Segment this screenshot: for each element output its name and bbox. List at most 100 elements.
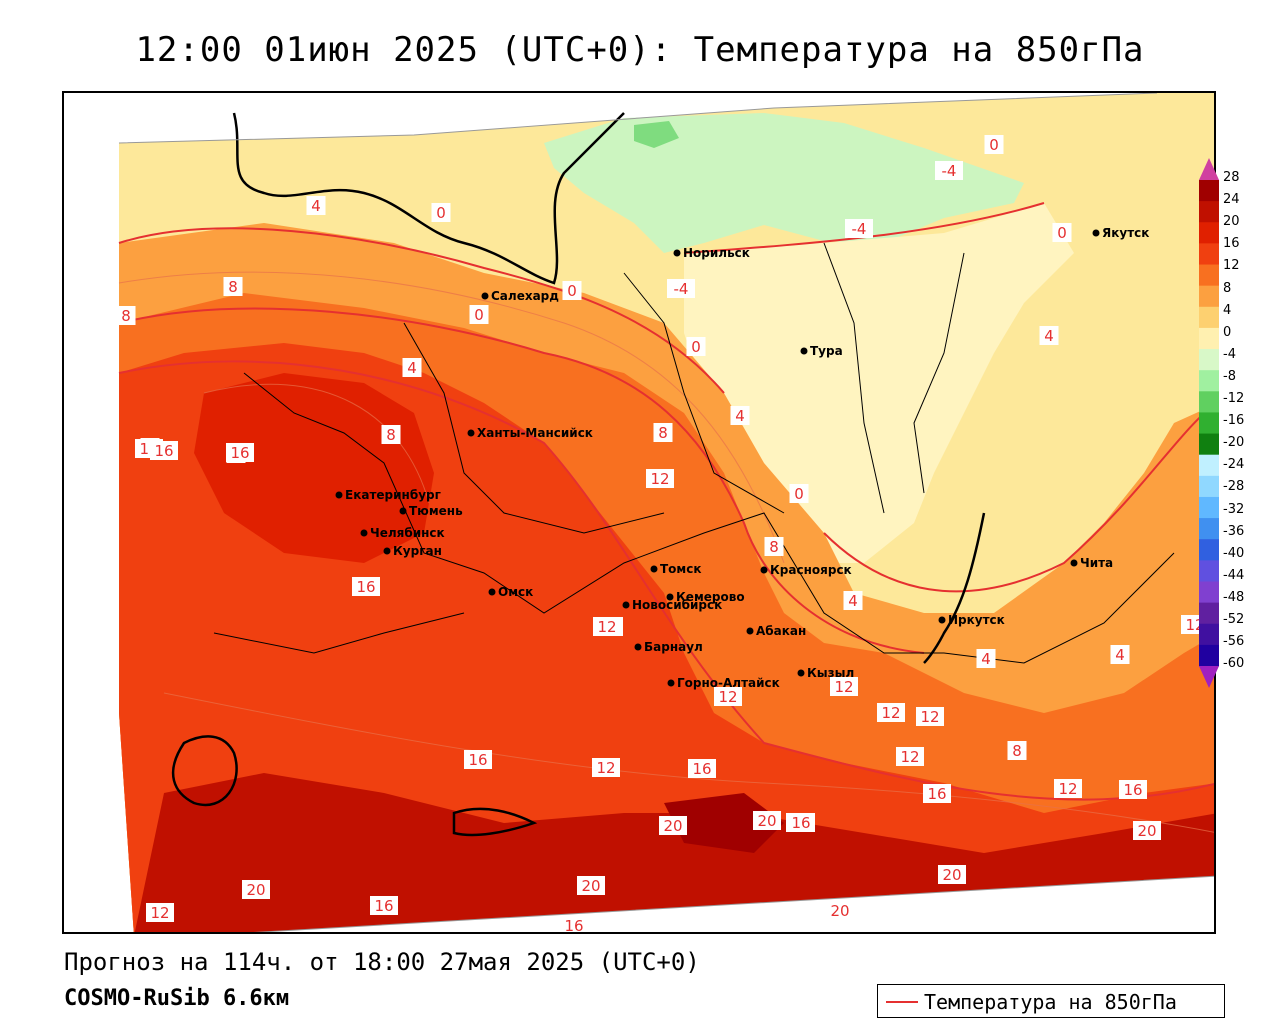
contour-label: 16	[564, 917, 583, 934]
colorbar-label: -36	[1223, 523, 1245, 539]
city-dot	[383, 547, 391, 555]
colorbar-label: 28	[1223, 170, 1240, 185]
colorbar-bin	[1199, 180, 1219, 202]
legend-line-swatch	[886, 1001, 918, 1003]
contour-label: 20	[663, 817, 682, 835]
contour-label: -4	[852, 220, 867, 238]
colorbar-label: -52	[1223, 612, 1245, 627]
city-label: Омск	[498, 585, 533, 599]
colorbar-label: 12	[1223, 258, 1240, 274]
city-label: Чита	[1080, 556, 1113, 570]
contour-label: 0	[1057, 224, 1067, 242]
contour-label-bg	[402, 358, 422, 377]
colorbar-label: -32	[1223, 501, 1245, 517]
contour-label: 0	[691, 338, 701, 356]
city-dot	[746, 627, 754, 635]
colorbar-bin	[1199, 349, 1219, 371]
contour-label-bg	[146, 903, 174, 922]
contour-label-bg	[1052, 223, 1072, 242]
contour-label-bg	[560, 916, 588, 932]
city-dot	[481, 292, 489, 300]
contour-label: 16	[1123, 781, 1142, 799]
city-label: Якутск	[1102, 226, 1149, 240]
city-label: Норильск	[683, 246, 750, 260]
contour-label-bg	[226, 443, 254, 462]
city-dot	[667, 679, 675, 687]
contour-label-bg	[464, 750, 492, 769]
contour-label: 16	[154, 442, 173, 460]
city-label: Красноярск	[770, 563, 852, 577]
contour-label: 12	[718, 688, 737, 706]
contour-label-bg	[1119, 780, 1147, 799]
colorbar-label: -16	[1223, 413, 1245, 429]
colorbar-bin	[1199, 243, 1219, 266]
contour-label-bg	[935, 161, 963, 180]
contour-label-bg	[577, 876, 605, 895]
colorbar-bin	[1199, 518, 1219, 540]
colorbar-bin	[1199, 285, 1219, 308]
contour-label-bg	[688, 759, 716, 778]
colorbar-bin	[1199, 201, 1219, 223]
contour-label-bg	[753, 811, 781, 830]
city-label: Челябинск	[370, 526, 445, 540]
contour-label: -4	[674, 280, 689, 298]
city-label: Барнаул	[644, 640, 703, 654]
contour-label-bg	[469, 305, 489, 324]
colorbar-label: -20	[1223, 435, 1245, 451]
contour-label: 0	[436, 204, 446, 222]
colorbar-bin	[1199, 581, 1219, 604]
colorbar-bin	[1199, 454, 1219, 477]
contour-label: 16	[791, 814, 810, 832]
contour-label: 4	[981, 650, 991, 668]
city-label: Абакан	[756, 624, 806, 638]
contour-label: 20	[1137, 822, 1156, 840]
colorbar-bin	[1199, 222, 1219, 244]
contour-label-bg	[592, 758, 620, 777]
city-label: Тюмень	[409, 504, 463, 518]
colorbar-bin	[1199, 391, 1219, 413]
colorbar-label: 20	[1223, 214, 1240, 230]
contour-label: 4	[407, 359, 417, 377]
contour-label-bg	[116, 306, 136, 325]
contour-label: 0	[989, 136, 999, 154]
city-dot	[622, 601, 630, 609]
city-label: Екатеринбург	[345, 488, 441, 502]
city-dot	[650, 565, 658, 573]
colorbar-bin	[1199, 602, 1219, 625]
colorbar-bin	[1199, 412, 1219, 435]
contour-label: 16	[927, 785, 946, 803]
city-dot	[1092, 229, 1100, 237]
contour-label-bg	[1007, 741, 1027, 760]
temperature-map: Норильск Якутск Салехард Тура Ханты-Мансийск…	[62, 91, 1216, 934]
map-title: 12:00 01июн 2025 (UTC+0): Температура на…	[135, 30, 1145, 70]
legend: Температура на 850гПа	[877, 984, 1225, 1018]
contour-label: 0	[567, 282, 577, 300]
colorbar-label: -28	[1223, 479, 1245, 495]
colorbar-label: 8	[1223, 280, 1232, 296]
contour-label: 4	[311, 197, 321, 215]
contour-label-bg	[984, 135, 1004, 154]
city-dot	[797, 669, 805, 677]
contour-label: 16	[230, 444, 249, 462]
contour-label-bg	[916, 707, 944, 726]
contour-label: 20	[757, 812, 776, 830]
contour-label: 8	[658, 424, 668, 442]
contour-label: 20	[830, 902, 849, 920]
colorbar-label: -24	[1223, 457, 1245, 473]
contour-label: 16	[468, 751, 487, 769]
contour-label-bg	[686, 337, 706, 356]
contour-label: 12	[834, 678, 853, 696]
city-dot	[800, 347, 808, 355]
contour-label: 20	[246, 881, 265, 899]
city-label: Иркутск	[948, 613, 1005, 627]
colorbar-label: -48	[1223, 589, 1245, 605]
contour-label-bg	[646, 469, 674, 488]
colorbar-label: -60	[1223, 656, 1245, 672]
contour-label: 8	[1012, 742, 1022, 760]
colorbar-label: 24	[1223, 192, 1240, 208]
contour-label: -4	[942, 162, 957, 180]
city-dot	[673, 249, 681, 257]
contour-label-bg	[1133, 821, 1161, 840]
contour-label: 4	[1044, 327, 1054, 345]
city-dot	[360, 529, 368, 537]
